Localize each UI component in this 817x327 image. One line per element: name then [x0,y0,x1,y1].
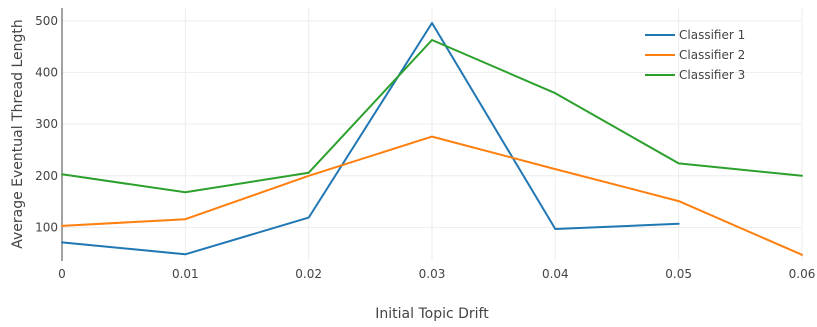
legend-label: Classifier 3 [679,68,745,82]
series-layer [61,22,803,256]
legend-label: Classifier 1 [679,28,745,42]
y-tick-label: 100 [35,220,58,234]
y-tick-label: 300 [35,117,58,131]
series-line-2 [61,135,803,256]
x-tick-label: 0.06 [789,267,816,281]
x-tick-label: 0.01 [172,267,199,281]
legend-label: Classifier 2 [679,48,745,62]
grid-layer [62,8,803,261]
legend-item-3[interactable]: Classifier 3 [645,68,745,82]
x-tick-label: 0 [58,267,66,281]
x-tick-label: 0.02 [295,267,322,281]
x-tick-label: 0.04 [542,267,569,281]
x-tick-label: 0.05 [665,267,692,281]
series-line-1 [61,22,680,256]
y-tick-label: 500 [35,14,58,28]
y-tick-labels: 100 200 300 400 500 [35,14,58,235]
legend-item-1[interactable]: Classifier 1 [645,28,745,42]
y-axis-title: Average Eventual Thread Length [10,19,26,249]
x-tick-labels: 0 0.01 0.02 0.03 0.04 0.05 0.06 [58,267,815,281]
series-line-3 [61,39,803,194]
y-tick-label: 200 [35,169,58,183]
y-tick-label: 400 [35,66,58,80]
x-tick-label: 0.03 [419,267,446,281]
legend[interactable]: Classifier 1 Classifier 2 Classifier 3 [645,28,745,82]
x-axis-title: Initial Topic Drift [375,306,489,322]
legend-item-2[interactable]: Classifier 2 [645,48,745,62]
